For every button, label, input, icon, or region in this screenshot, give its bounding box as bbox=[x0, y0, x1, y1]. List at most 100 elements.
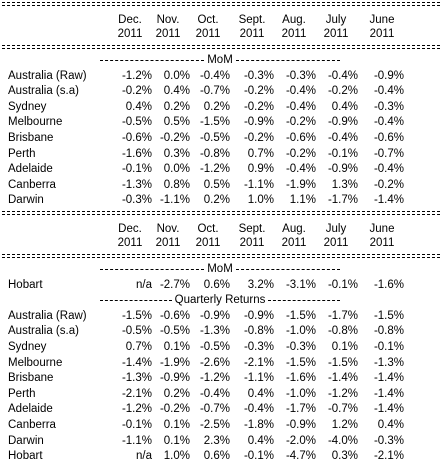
cell-value: -0.4% bbox=[199, 69, 230, 82]
cell-value: -0.7% bbox=[199, 403, 230, 416]
cell-value: -1.4% bbox=[373, 387, 404, 400]
cell-value: 1.2% bbox=[331, 419, 358, 431]
row-label: Darwin bbox=[8, 194, 44, 207]
dash-line bbox=[100, 268, 205, 270]
cell-value: -0.9% bbox=[327, 116, 358, 129]
cell-value: -2.1% bbox=[373, 450, 404, 463]
column-header: Sept. bbox=[238, 14, 266, 26]
column-header: 2011 bbox=[239, 28, 265, 40]
cell-value: -0.4% bbox=[285, 163, 316, 176]
column-header: June bbox=[369, 14, 395, 26]
cell-value: -2.7% bbox=[159, 278, 190, 291]
group-title-text: MoM bbox=[207, 54, 233, 66]
column-header: Sept. bbox=[238, 223, 266, 235]
cell-value: 1.0% bbox=[163, 450, 190, 463]
column-header: 2011 bbox=[155, 28, 181, 40]
cell-value: 0.4% bbox=[377, 419, 404, 431]
cell-value: -0.1% bbox=[121, 419, 152, 431]
cell-value: -0.8% bbox=[199, 147, 230, 160]
column-header: 2011 bbox=[239, 237, 265, 249]
row-label: Melbourne bbox=[8, 116, 63, 129]
cell-value: -0.4% bbox=[199, 387, 230, 400]
column-header: 2011 bbox=[281, 28, 307, 40]
cell-value: -0.4% bbox=[327, 132, 358, 144]
cell-value: 0.0% bbox=[163, 163, 190, 176]
cell-value: -0.3% bbox=[373, 434, 404, 447]
column-header: Nov. bbox=[156, 14, 180, 26]
cell-value: -0.5% bbox=[121, 116, 152, 129]
cell-value: 0.0% bbox=[163, 69, 190, 82]
cell-value: -0.2% bbox=[243, 85, 274, 98]
group-title-text: MoM bbox=[207, 263, 233, 275]
column-header: July bbox=[325, 14, 347, 26]
cell-value: -0.2% bbox=[121, 85, 152, 98]
cell-value: -1.3% bbox=[199, 325, 230, 338]
row-label: Hobart bbox=[8, 450, 43, 463]
cell-value: 1.1% bbox=[289, 194, 316, 207]
cell-value: 2.3% bbox=[203, 434, 230, 447]
cell-value: -1.5% bbox=[373, 309, 404, 322]
cell-value: 0.5% bbox=[203, 178, 230, 191]
cell-value: 0.1% bbox=[163, 419, 190, 431]
cell-value: -1.5% bbox=[199, 116, 230, 129]
cell-value: -2.6% bbox=[199, 356, 230, 369]
cell-value: -1.3% bbox=[373, 356, 404, 369]
group-title: Quarterly Returns bbox=[100, 293, 341, 307]
cell-value: -0.9% bbox=[159, 372, 190, 385]
cell-value: -1.4% bbox=[327, 372, 358, 385]
cell-value: 0.6% bbox=[203, 450, 230, 463]
cell-value: -1.4% bbox=[373, 403, 404, 416]
cell-value: 0.7% bbox=[125, 341, 152, 353]
separator bbox=[2, 2, 440, 6]
cell-value: -1.5% bbox=[285, 309, 316, 322]
row-label: Sydney bbox=[8, 341, 47, 353]
cell-value: -2.1% bbox=[243, 356, 274, 369]
column-header: 2011 bbox=[195, 28, 221, 40]
cell-value: -1.4% bbox=[121, 356, 152, 369]
cell-value: -0.5% bbox=[121, 325, 152, 338]
cell-value: -0.3% bbox=[285, 341, 316, 353]
cell-value: -1.3% bbox=[121, 178, 152, 191]
separator bbox=[2, 211, 440, 215]
column-header: July bbox=[325, 223, 347, 235]
cell-value: -0.5% bbox=[199, 132, 230, 144]
cell-value: -0.2% bbox=[243, 100, 274, 113]
cell-value: -1.4% bbox=[373, 372, 404, 385]
cell-value: -0.4% bbox=[243, 403, 274, 416]
column-header: 2011 bbox=[323, 237, 349, 249]
row-label: Australia (Raw) bbox=[8, 309, 87, 322]
dash-line bbox=[235, 268, 340, 270]
column-header: 2011 bbox=[195, 237, 221, 249]
cell-value: -0.1% bbox=[243, 450, 274, 463]
cell-value: -0.4% bbox=[327, 69, 358, 82]
cell-value: 1.3% bbox=[331, 178, 358, 191]
cell-value: -1.2% bbox=[327, 387, 358, 400]
group-title-text: Quarterly Returns bbox=[174, 294, 266, 307]
group-title: MoM bbox=[100, 262, 340, 276]
row-label: Sydney bbox=[8, 100, 47, 113]
cell-value: 0.9% bbox=[247, 163, 274, 176]
column-header: Aug. bbox=[282, 223, 306, 235]
cell-value: -4.0% bbox=[327, 434, 358, 447]
row-label: Australia (Raw) bbox=[8, 69, 87, 82]
cell-value: -0.4% bbox=[373, 85, 404, 98]
column-header: Aug. bbox=[282, 14, 306, 26]
cell-value: -0.1% bbox=[327, 147, 358, 160]
column-header: Oct. bbox=[197, 223, 219, 235]
cell-value: 0.4% bbox=[247, 434, 274, 447]
cell-value: -1.2% bbox=[121, 69, 152, 82]
cell-value: -1.4% bbox=[373, 194, 404, 207]
cell-value: -2.1% bbox=[121, 387, 152, 400]
cell-value: -0.3% bbox=[121, 194, 152, 207]
cell-value: -1.2% bbox=[121, 403, 152, 416]
cell-value: -0.2% bbox=[327, 85, 358, 98]
cell-value: -0.9% bbox=[199, 309, 230, 322]
cell-value: -4.7% bbox=[285, 450, 316, 463]
cell-value: -0.7% bbox=[327, 403, 358, 416]
cell-value: 0.5% bbox=[163, 116, 190, 129]
cell-value: -1.2% bbox=[199, 372, 230, 385]
cell-value: -0.5% bbox=[199, 341, 230, 353]
cell-value: -1.6% bbox=[121, 147, 152, 160]
cell-value: -0.6% bbox=[373, 132, 404, 144]
cell-value: -1.6% bbox=[285, 372, 316, 385]
